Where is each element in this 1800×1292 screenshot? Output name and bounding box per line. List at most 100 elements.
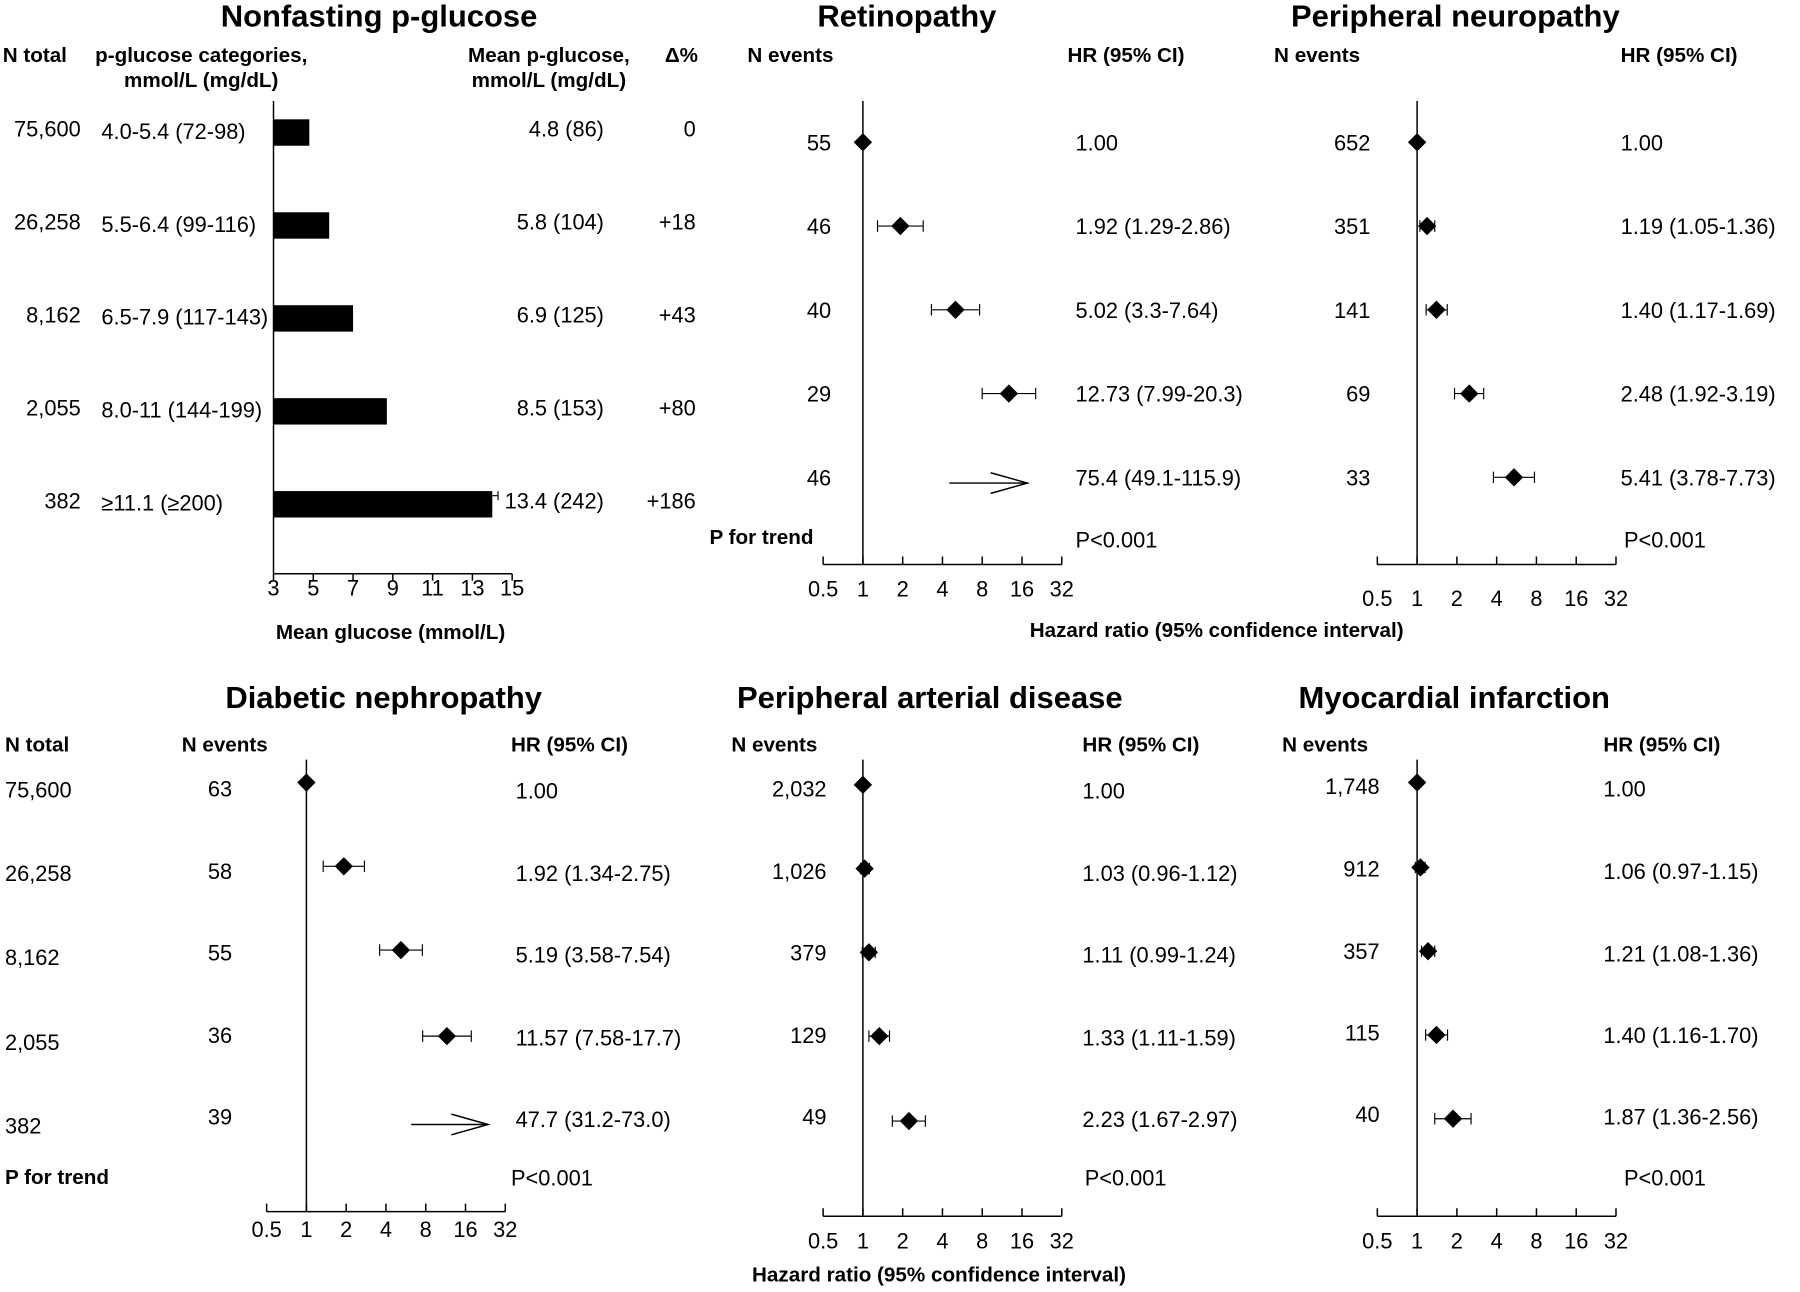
mean-glucose-label: 4.8 (86) xyxy=(529,117,604,142)
n-events-value: 1,748 xyxy=(1325,774,1380,799)
x-tick-label: 16 xyxy=(1010,577,1034,602)
panel-peripheral-arterial-disease: Peripheral arterial disease N events HR (9… xyxy=(731,680,1237,1287)
p-trend-value: P<0.001 xyxy=(1076,527,1158,552)
hr-label: 5.02 (3.3-7.64) xyxy=(1076,298,1219,323)
hr-label: 1.00 xyxy=(1603,776,1645,801)
x-axis-label: Hazard ratio (95% confidence interval) xyxy=(1030,619,1404,642)
n-events-value: 40 xyxy=(1355,1102,1379,1127)
n-events-value: 46 xyxy=(807,214,831,239)
column-header-n-events: N events xyxy=(182,734,268,757)
hr-point-diamond xyxy=(946,300,965,319)
n-events-value: 46 xyxy=(807,465,831,490)
hr-label: 47.7 (31.2-73.0) xyxy=(516,1107,671,1132)
x-tick-label: 4 xyxy=(936,1228,948,1253)
mean-glucose-label: 6.9 (125) xyxy=(517,302,604,327)
x-tick-label: 32 xyxy=(1050,1228,1074,1253)
hr-point-diamond xyxy=(1417,216,1437,236)
n-total-value: 8,162 xyxy=(5,945,60,970)
column-header-n-events: N events xyxy=(1282,734,1368,757)
arrow-head-icon xyxy=(990,472,1031,495)
hr-label: 1.00 xyxy=(1076,130,1118,155)
n-events-value: 357 xyxy=(1343,939,1379,964)
x-axis-label: Hazard ratio (95% confidence interval) xyxy=(752,1264,1126,1287)
x-tick-label: 3 xyxy=(267,576,279,601)
panel-title: Peripheral neuropathy xyxy=(1291,0,1620,33)
bar xyxy=(273,212,330,239)
mean-glucose-label: 8.5 (153) xyxy=(517,395,604,420)
n-events-value: 652 xyxy=(1334,130,1370,155)
n-events-value: 129 xyxy=(790,1023,826,1048)
n-events-value: 379 xyxy=(790,940,826,965)
x-tick-label: 16 xyxy=(453,1217,477,1242)
x-tick-label: 0.5 xyxy=(251,1217,281,1242)
hr-label: 1.87 (1.36-2.56) xyxy=(1603,1104,1758,1129)
arrow-head-icon xyxy=(451,1113,491,1136)
x-tick-label: 0.5 xyxy=(808,577,838,602)
x-tick-label: 2 xyxy=(340,1217,352,1242)
panel-peripheral-neuropathy: Peripheral neuropathy N events HR (95% CI)… xyxy=(1030,0,1776,642)
bar xyxy=(273,398,387,425)
n-events-value: 63 xyxy=(208,776,232,801)
delta-percent: +186 xyxy=(647,488,696,513)
n-events-value: 1,026 xyxy=(772,859,827,884)
n-events-value: 912 xyxy=(1343,857,1379,882)
n-total-value: 2,055 xyxy=(5,1030,60,1055)
panel-title: Diabetic nephropathy xyxy=(225,680,542,715)
hr-label: 1.00 xyxy=(1082,779,1124,804)
hr-label: 2.48 (1.92-3.19) xyxy=(1621,382,1776,407)
n-total-value: 26,258 xyxy=(14,209,81,234)
p-trend-value: P<0.001 xyxy=(511,1165,593,1190)
x-tick-label: 0.5 xyxy=(808,1228,838,1253)
x-tick-label: 15 xyxy=(500,576,524,601)
x-tick-label: 11 xyxy=(421,576,444,601)
delta-percent: +18 xyxy=(659,209,696,234)
hr-point-diamond xyxy=(1427,1025,1446,1045)
hr-point-diamond xyxy=(334,857,354,876)
n-events-value: 58 xyxy=(208,859,232,884)
hr-label: 1.06 (0.97-1.15) xyxy=(1603,859,1758,884)
n-events-value: 40 xyxy=(807,298,831,323)
column-header-mean: Mean p-glucose, xyxy=(468,44,630,67)
bar xyxy=(273,119,310,146)
column-header-delta: Δ% xyxy=(665,44,698,67)
column-header-n-events: N events xyxy=(731,734,817,757)
column-header-hr: HR (95% CI) xyxy=(511,734,628,757)
x-tick-label: 16 xyxy=(1010,1228,1034,1253)
mean-glucose-label: 13.4 (242) xyxy=(505,488,604,513)
p-trend-value: P<0.001 xyxy=(1085,1165,1167,1190)
x-tick-label: 8 xyxy=(420,1217,432,1242)
hr-label: 1.21 (1.08-1.36) xyxy=(1603,942,1758,967)
x-tick-label: 2 xyxy=(897,577,909,602)
column-header-mean-unit: mmol/L (mg/dL) xyxy=(472,69,626,92)
category-label: 4.0-5.4 (72-98) xyxy=(101,119,245,144)
x-tick-label: 1 xyxy=(1411,1228,1423,1253)
category-label: 6.5-7.9 (117-143) xyxy=(101,305,268,330)
hr-point-diamond xyxy=(859,943,879,962)
hr-label: 2.23 (1.67-2.97) xyxy=(1082,1107,1237,1132)
delta-percent: 0 xyxy=(684,117,696,142)
column-header-n-events: N events xyxy=(1274,44,1360,67)
column-header-n-total: N total xyxy=(3,44,67,67)
x-tick-label: 2 xyxy=(897,1228,909,1253)
p-for-trend-label: P for trend xyxy=(5,1166,109,1189)
hr-label: 1.03 (0.96-1.12) xyxy=(1082,861,1237,886)
x-tick-label: 8 xyxy=(1530,586,1542,611)
n-total-value: 382 xyxy=(44,488,80,513)
x-tick-label: 4 xyxy=(380,1217,392,1242)
n-events-value: 141 xyxy=(1334,298,1370,323)
panel-diabetic-nephropathy: Diabetic nephropathy N events HR (95% CI) N… xyxy=(5,680,681,1242)
column-header-categories-unit: mmol/L (mg/dL) xyxy=(124,69,278,92)
hr-point-diamond xyxy=(999,384,1019,403)
column-header-hr: HR (95% CI) xyxy=(1068,44,1185,67)
hr-point-diamond xyxy=(437,1026,457,1046)
n-events-value: 55 xyxy=(208,940,232,965)
n-total-value: 8,162 xyxy=(26,302,81,327)
n-total-value: 382 xyxy=(5,1114,41,1139)
x-tick-label: 2 xyxy=(1451,1228,1463,1253)
n-events-value: 69 xyxy=(1346,382,1370,407)
category-label: ≥11.1 (≥200) xyxy=(101,491,223,516)
column-header-hr: HR (95% CI) xyxy=(1082,734,1199,757)
hr-label: 1.19 (1.05-1.36) xyxy=(1621,214,1776,239)
column-header-categories: p-glucose categories, xyxy=(95,44,307,67)
x-tick-label: 1 xyxy=(300,1217,312,1242)
